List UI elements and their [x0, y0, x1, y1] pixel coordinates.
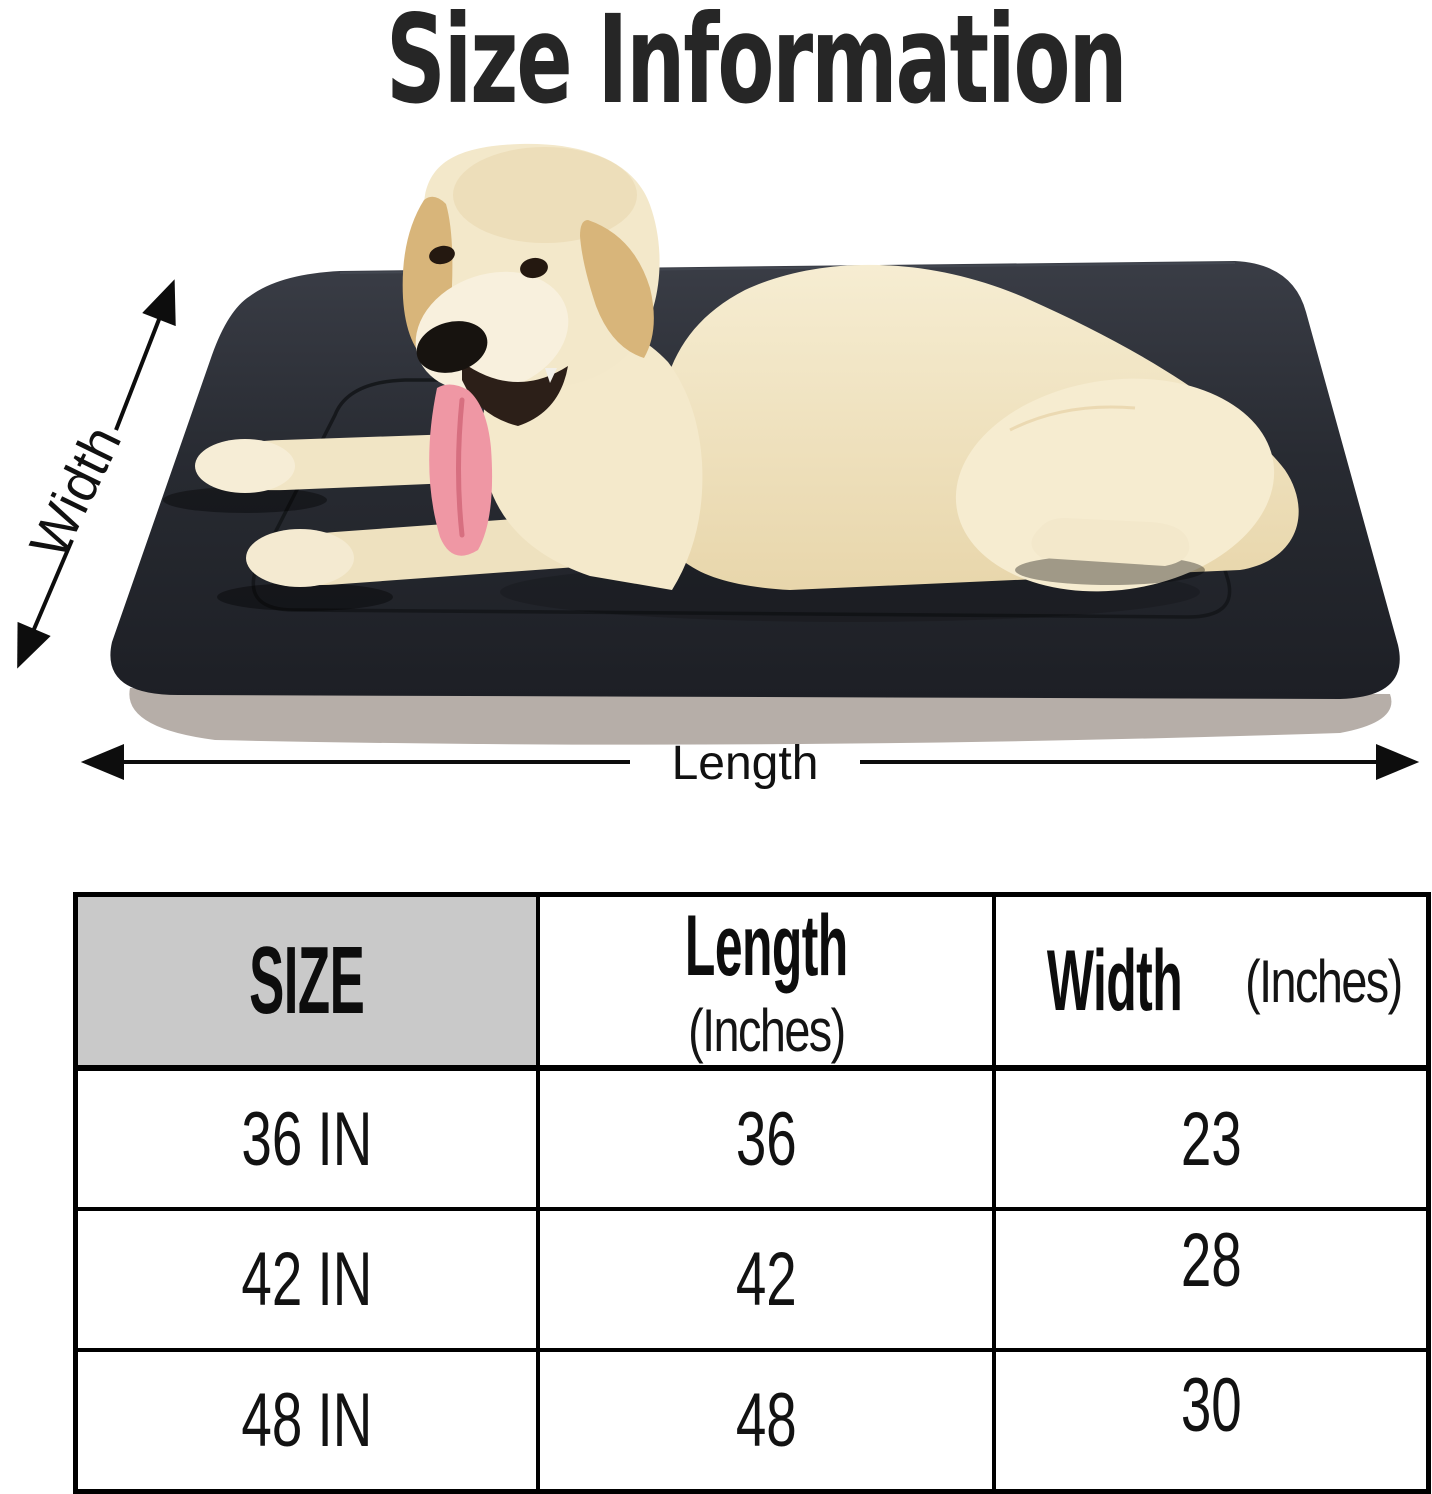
table-header-row: SIZE Length(Inches) Width (Inches): [73, 892, 1431, 1071]
header-width-label: Width: [1047, 932, 1183, 1029]
cell-length-48: 48: [536, 1348, 997, 1493]
header-cell-length: Length(Inches): [536, 892, 997, 1071]
header-length-label: Length: [684, 898, 848, 994]
width-value: 23: [1180, 1096, 1242, 1182]
cell-size-42: 42 IN: [73, 1207, 541, 1352]
dog-front-paw1-shadow: [163, 487, 327, 513]
mat-underside: [129, 688, 1392, 745]
page-title-text: Size Information: [386, 0, 1128, 131]
table-row: 42 IN 42 28: [73, 1207, 1431, 1352]
dog-tooth: [545, 368, 557, 383]
dog-eye-left: [429, 245, 455, 265]
length-value: 42: [735, 1237, 797, 1322]
cell-length-36: 36: [536, 1066, 997, 1211]
dog-thigh-fur-line: [1009, 405, 1136, 432]
header-size-label: SIZE: [249, 927, 366, 1034]
dog-nose: [416, 321, 488, 373]
length-value: 48: [735, 1377, 797, 1463]
dog-front-paw-upper: [195, 439, 295, 493]
length-label: Length: [672, 737, 819, 790]
header-width-unit: (Inches): [1245, 947, 1403, 1015]
cell-size-48: 48 IN: [73, 1348, 541, 1493]
size-value: 36 IN: [241, 1096, 373, 1182]
size-table: SIZE Length(Inches) Width (Inches) 36 IN …: [73, 892, 1431, 1494]
width-label: Width: [19, 417, 133, 567]
dog-mouth: [462, 362, 568, 426]
width-arrow-upper-line: [114, 279, 176, 431]
dog-illustration: [163, 143, 1299, 622]
page-title: Size Information: [0, 0, 1432, 124]
table-row: 48 IN 48 30: [73, 1348, 1431, 1493]
dog-crown-shading: [453, 147, 637, 243]
width-value: 30: [1180, 1362, 1242, 1448]
dog-tongue-crease: [456, 397, 465, 538]
width-arrow-lower-line: [17, 539, 74, 669]
dog-front-paw-lower: [246, 529, 354, 587]
length-arrow: Length: [80, 737, 1420, 790]
header-cell-width: Width (Inches): [992, 892, 1431, 1071]
cell-size-36: 36 IN: [73, 1066, 541, 1211]
dog-eye-right: [520, 257, 548, 279]
cell-width-36: 23: [992, 1066, 1431, 1211]
table-row: 36 IN 36 23: [73, 1066, 1431, 1211]
size-diagram: Width Length: [17, 143, 1420, 790]
width-value: 28: [1180, 1218, 1242, 1303]
cell-width-48: 30: [992, 1348, 1431, 1493]
cell-length-42: 42: [536, 1207, 997, 1352]
dog-right-ear: [580, 220, 654, 358]
header-length-unit: (Inches): [687, 997, 846, 1064]
cell-width-42: 28: [992, 1207, 1431, 1352]
length-value: 36: [735, 1096, 797, 1182]
size-value: 42 IN: [241, 1237, 373, 1322]
dog-hind-paw: [1031, 518, 1190, 566]
dog-front-paw2-shadow: [217, 583, 393, 611]
header-cell-size: SIZE: [73, 892, 541, 1071]
size-value: 48 IN: [241, 1377, 373, 1463]
